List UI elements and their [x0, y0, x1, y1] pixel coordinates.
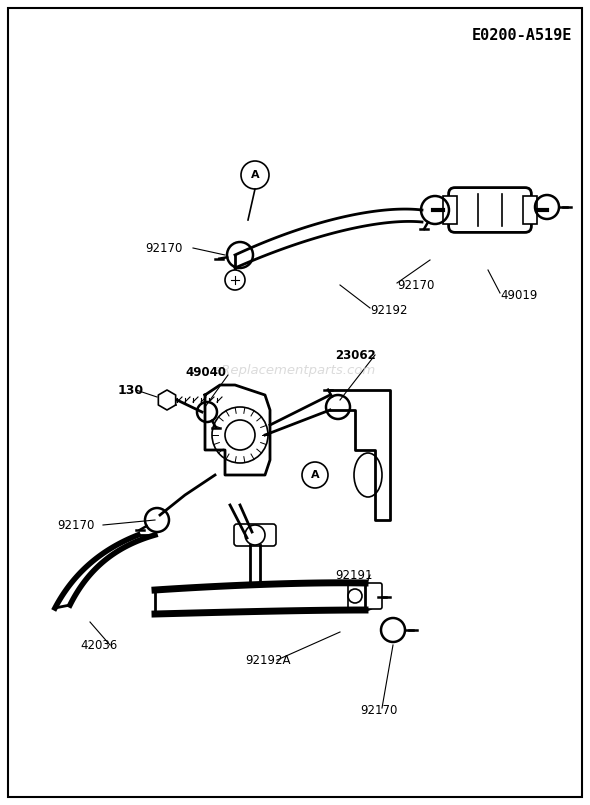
Text: 92192A: 92192A: [245, 654, 290, 667]
Text: 23062: 23062: [335, 349, 376, 361]
Text: 92170: 92170: [57, 518, 94, 531]
Text: 49040: 49040: [185, 365, 226, 378]
Polygon shape: [158, 390, 176, 410]
FancyBboxPatch shape: [348, 583, 382, 609]
Text: eReplacementparts.com: eReplacementparts.com: [214, 364, 376, 377]
Bar: [523, 196, 537, 224]
FancyBboxPatch shape: [234, 524, 276, 546]
Text: A: A: [311, 470, 319, 480]
Text: 49019: 49019: [500, 288, 537, 302]
Text: E0200-A519E: E0200-A519E: [471, 28, 572, 43]
Bar: [443, 196, 457, 224]
Text: 92170: 92170: [360, 704, 398, 716]
Text: 92191: 92191: [335, 568, 372, 581]
Text: 92170: 92170: [145, 242, 182, 254]
Text: 92192: 92192: [370, 303, 408, 316]
FancyBboxPatch shape: [448, 188, 532, 233]
Text: 42036: 42036: [80, 638, 117, 651]
Text: 130: 130: [118, 383, 144, 397]
Text: A: A: [251, 170, 260, 180]
Text: 92170: 92170: [397, 279, 434, 291]
